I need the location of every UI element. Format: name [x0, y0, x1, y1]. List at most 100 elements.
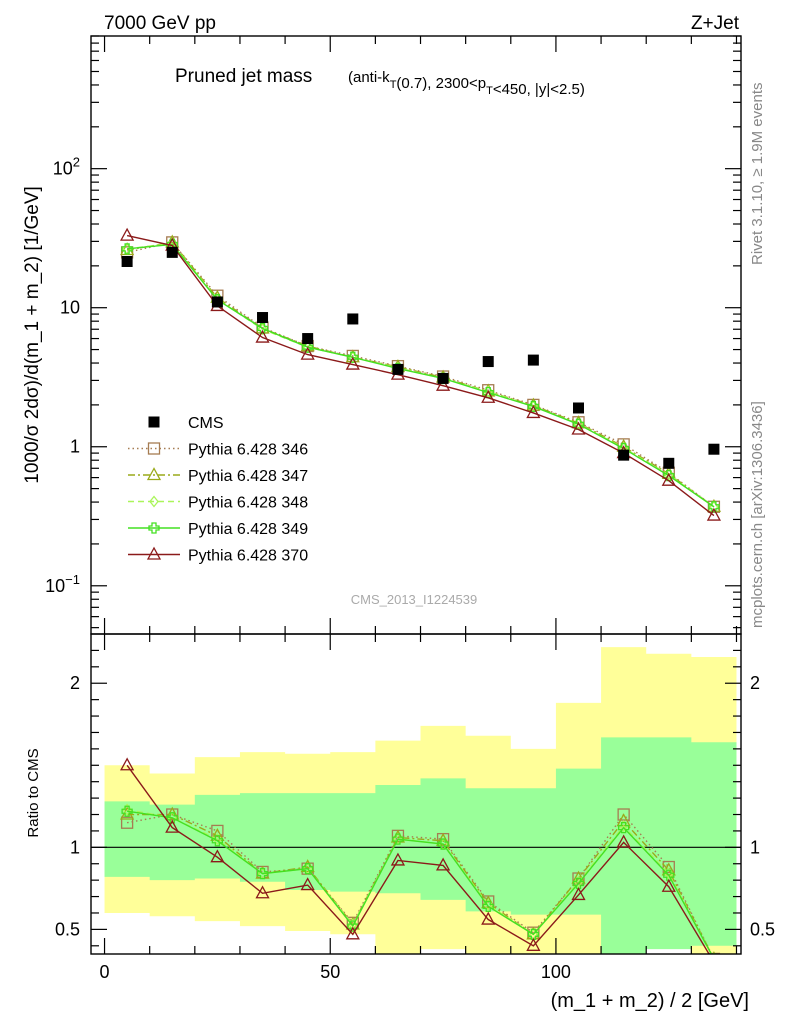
ratio-point-p349 [711, 953, 717, 954]
legend-entry-p349: Pythia 6.428 349 [128, 521, 308, 538]
main-plot-frame [90, 35, 742, 635]
series-line-p370 [126, 234, 715, 517]
legend-label: Pythia 6.428 370 [188, 548, 308, 565]
data-point-cms [573, 402, 584, 414]
data-point-cms [211, 296, 223, 308]
legend-marker-p348 [149, 495, 159, 508]
data-point-p370 [435, 377, 451, 391]
data-point-p370 [300, 346, 315, 360]
ratio-line-p370 [126, 764, 710, 954]
ratio-point-p348 [713, 952, 715, 954]
y-tick-label-main: 102 [53, 155, 80, 179]
legend: CMS Pythia 6.428 346 Pythia 6.428 347 Pythi… [128, 415, 308, 565]
ratio-line-p349 [127, 810, 713, 954]
ratio-point-p346 [662, 860, 675, 874]
data-point-cms [663, 457, 675, 469]
data-point-p349 [121, 243, 133, 255]
data-point-cms [482, 356, 494, 368]
main-title: Pruned jet mass [175, 66, 312, 87]
ratio-point-p370 [120, 757, 135, 771]
ratio-point-p349 [663, 869, 675, 881]
y-tick-label-main: 10 [60, 298, 80, 318]
legend-label: Pythia 6.428 347 [188, 468, 308, 485]
x-tick-label: 100 [541, 962, 571, 982]
legend-entry-cms: CMS [148, 415, 224, 432]
legend-entry-p370: Pythia 6.428 370 [128, 546, 308, 565]
legend-marker-p347 [146, 467, 162, 481]
x-axis-label: (m_1 + m_2) / 2 [GeV] [551, 990, 749, 1012]
ratio-line-p348 [126, 808, 713, 954]
ratio-point-p370 [616, 834, 631, 848]
data-point-cms [347, 313, 359, 325]
legend-label: Pythia 6.428 346 [188, 442, 308, 459]
ratio-point-p346 [707, 952, 721, 954]
ratio-point-p370 [165, 819, 180, 833]
ratio-point-p370 [661, 878, 676, 892]
process-label: Z+Jet [691, 13, 740, 34]
ratio-point-p349 [392, 833, 404, 845]
series-line-p347 [126, 241, 715, 508]
data-point-cms [618, 449, 630, 461]
data-point-p370 [120, 227, 135, 241]
data-point-cms [166, 246, 178, 258]
ratio-point-p370 [435, 857, 451, 871]
ratio-point-p370 [708, 956, 720, 967]
legend-entry-p347: Pythia 6.428 347 [128, 467, 308, 485]
ratio-line-p347 [127, 813, 713, 954]
data-point-cms [257, 312, 269, 324]
ratio-point-p346 [120, 816, 134, 829]
data-point-p349 [663, 469, 675, 482]
data-point-cms [302, 333, 314, 345]
ratio-plot-frame [90, 633, 742, 955]
x-tick-label: 50 [320, 962, 340, 982]
ratio-point-p349 [437, 838, 449, 850]
y-tick-label-ratio-right: 2 [750, 673, 760, 693]
ratio-point-p370 [390, 852, 406, 866]
y-axis-label-ratio: Ratio to CMS [25, 748, 42, 837]
energy-label: 7000 GeV pp [104, 13, 216, 34]
legend-label: Pythia 6.428 349 [188, 521, 308, 538]
y-axis-label-main: 1000/σ 2dσ)/d(m_1 + m_2) [1/GeV] [22, 186, 43, 484]
data-point-cms [527, 354, 539, 366]
ratio-point-p349 [527, 928, 540, 940]
main-title-cuts: (anti-kT(0.7), 2300<pT<450, |y|<2.5) [348, 69, 585, 98]
ratio-point-p348 [122, 803, 132, 816]
legend-label: Pythia 6.428 348 [188, 495, 308, 512]
watermark: CMS_2013_I1224539 [351, 592, 478, 607]
data-point-cms [392, 363, 404, 375]
ratio-point-p349 [617, 821, 630, 834]
data-point-cms [708, 443, 720, 455]
y-tick-label-ratio-right: 1 [750, 837, 760, 857]
ratio-point-p370 [210, 849, 225, 863]
ratio-point-p370 [481, 911, 496, 925]
data-point-cms [437, 372, 449, 384]
ratio-point-p349 [572, 877, 585, 890]
legend-marker-p349 [148, 522, 160, 534]
ratio-point-p349 [211, 835, 224, 847]
data-point-p349 [572, 418, 585, 430]
legend-entry-p346: Pythia 6.428 346 [128, 442, 308, 459]
ratio-point-p370 [571, 887, 586, 901]
legend-marker-p346 [147, 442, 161, 455]
ratio-point-p349 [121, 805, 133, 817]
legend-marker-p370 [146, 546, 162, 560]
ratio-point-p349 [302, 863, 314, 875]
ratio-point-p348 [618, 819, 629, 833]
ratio-point-p370 [300, 877, 315, 891]
ratio-point-p348 [212, 833, 223, 846]
series-line-p349 [127, 243, 715, 508]
ratio-point-p349 [482, 900, 494, 913]
main-distribution-panel: 10−1 1 10 102 Pruned jet mass (anti-kT(0.7)… [22, 35, 742, 635]
y-tick-label-main: 1 [70, 437, 80, 457]
data-point-p349 [482, 386, 494, 399]
data-point-p370 [571, 421, 586, 435]
ratio-line-p346 [126, 813, 713, 954]
legend-entry-p348: Pythia 6.428 348 [128, 495, 308, 512]
data-point-p370 [255, 329, 270, 343]
ratio-point-p349 [256, 867, 269, 880]
ratio-point-p370 [345, 926, 360, 940]
mcplots-label: mcplots.cern.ch [arXiv:1306.3436] [749, 401, 766, 628]
legend-marker-cms [148, 416, 160, 428]
data-point-p348 [257, 323, 268, 336]
x-tick-label: 0 [100, 962, 110, 982]
